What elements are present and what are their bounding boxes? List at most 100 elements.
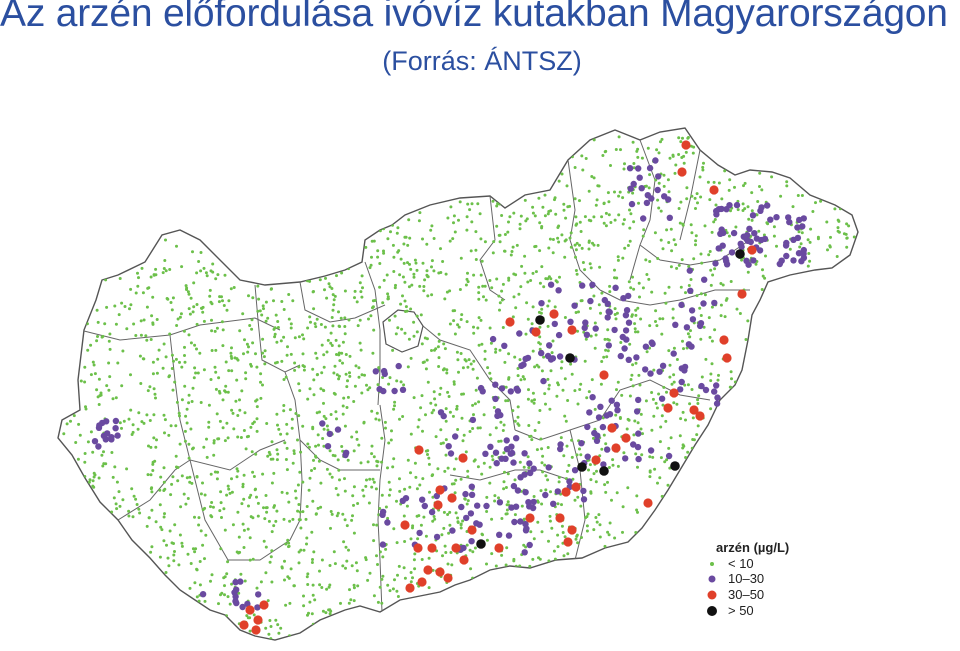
- low-dot: [576, 541, 580, 545]
- low-dot: [829, 235, 832, 239]
- low-dot: [433, 397, 437, 401]
- medium-dot: [611, 326, 618, 334]
- high-dot: [747, 245, 757, 255]
- medium-dot: [538, 349, 545, 357]
- low-dot: [297, 382, 301, 386]
- medium-dot: [571, 302, 578, 309]
- low-dot: [696, 201, 699, 205]
- high-dot: [459, 555, 469, 565]
- low-dot: [690, 194, 694, 198]
- low-dot: [339, 316, 343, 320]
- low-dot: [110, 451, 114, 454]
- low-dot: [275, 340, 279, 344]
- low-dot: [481, 533, 484, 537]
- low-dot: [287, 293, 291, 296]
- low-dot: [540, 369, 544, 373]
- medium-dot: [458, 503, 465, 511]
- medium-dot: [379, 508, 387, 516]
- low-dot: [632, 166, 636, 170]
- low-dot: [149, 487, 153, 491]
- low-dot: [684, 418, 687, 422]
- low-dot: [337, 374, 341, 378]
- low-dot: [91, 479, 95, 483]
- low-dot: [223, 273, 227, 277]
- low-dot: [87, 480, 91, 484]
- low-dot: [402, 242, 406, 246]
- low-dot: [314, 512, 318, 516]
- low-dot: [432, 390, 436, 394]
- low-dot: [305, 542, 308, 546]
- low-dot: [331, 453, 335, 457]
- low-dot: [103, 322, 107, 326]
- low-dot: [419, 406, 423, 410]
- medium-dot: [108, 436, 115, 443]
- low-dot: [430, 349, 433, 352]
- low-dot: [694, 239, 698, 243]
- medium-dot: [711, 299, 718, 307]
- low-dot: [136, 284, 140, 288]
- low-dot: [528, 435, 532, 438]
- low-dot: [388, 589, 392, 593]
- low-dot: [322, 427, 326, 431]
- low-dot: [258, 309, 262, 313]
- low-dot: [209, 579, 212, 583]
- low-dot: [579, 504, 583, 508]
- low-dot: [710, 230, 714, 234]
- low-dot: [396, 250, 400, 254]
- low-dot: [283, 578, 286, 582]
- low-dot: [322, 414, 326, 418]
- low-dot: [293, 361, 297, 365]
- low-dot: [315, 356, 319, 360]
- low-dot: [503, 233, 507, 236]
- low-dot: [631, 140, 635, 144]
- low-dot: [592, 436, 595, 440]
- low-dot: [381, 301, 385, 305]
- low-dot: [287, 544, 291, 548]
- low-dot: [152, 436, 156, 440]
- low-dot: [560, 172, 564, 176]
- low-dot: [426, 275, 430, 279]
- low-dot: [328, 285, 332, 289]
- low-dot: [392, 527, 396, 531]
- low-dot: [403, 331, 407, 335]
- low-dot: [611, 458, 615, 462]
- low-dot: [845, 245, 849, 249]
- low-dot: [88, 478, 92, 482]
- medium-dot: [737, 240, 744, 247]
- low-dot: [672, 238, 676, 242]
- low-dot: [337, 353, 341, 357]
- low-dot: [639, 317, 643, 321]
- low-dot: [155, 438, 158, 442]
- low-dot: [325, 467, 329, 471]
- low-dot: [235, 378, 239, 382]
- low-dot: [210, 329, 214, 333]
- low-dot: [163, 431, 166, 435]
- low-dot: [542, 285, 546, 289]
- medium-dot: [468, 491, 476, 498]
- low-dot: [604, 211, 608, 215]
- low-dot: [547, 275, 551, 279]
- low-dot: [140, 420, 144, 424]
- low-dot: [270, 481, 274, 485]
- low-dot: [129, 373, 132, 377]
- medium-dot: [579, 282, 586, 289]
- low-dot: [108, 347, 112, 351]
- low-dot: [636, 155, 640, 159]
- low-dot: [353, 384, 357, 388]
- low-dot: [704, 357, 708, 361]
- low-dot: [513, 355, 517, 359]
- low-dot: [221, 299, 224, 303]
- low-dot: [395, 541, 399, 545]
- medium-dot: [467, 510, 475, 517]
- medium-dot: [626, 165, 634, 172]
- low-dot: [342, 396, 346, 400]
- low-dot: [728, 385, 732, 389]
- low-dot: [408, 262, 411, 266]
- low-dot: [569, 231, 573, 235]
- low-dot: [393, 286, 397, 290]
- low-dot: [809, 227, 813, 231]
- low-dot: [184, 414, 188, 418]
- low-dot: [241, 522, 245, 526]
- medium-dot: [583, 331, 591, 338]
- low-dot: [118, 504, 122, 508]
